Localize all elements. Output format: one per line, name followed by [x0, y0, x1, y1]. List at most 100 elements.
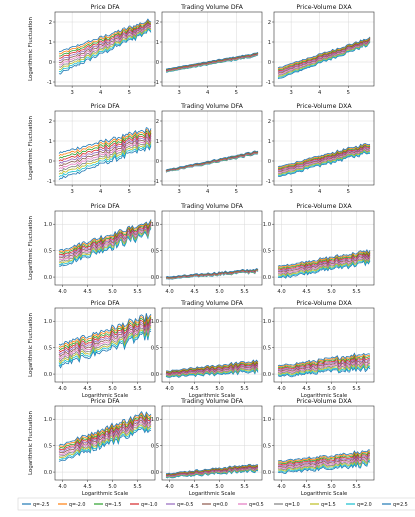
- panel-title: Price DFA: [90, 398, 120, 405]
- x-axis-label: Logarithmic Scale: [301, 393, 347, 399]
- series-line-q=1.5: [58, 225, 152, 264]
- series-line-q=-1.0: [277, 38, 371, 72]
- series-line-q=2.5: [58, 228, 152, 267]
- series-line-q=2.5: [58, 428, 152, 462]
- series-line-q=0.5: [277, 147, 371, 173]
- x-tick-label: 5.5: [240, 386, 248, 392]
- y-tick-label: 0.5: [263, 248, 271, 254]
- panel-title: Price-Volume DXA: [296, 300, 352, 307]
- x-tick-label: 5.0: [108, 484, 116, 490]
- series-line-q=2.5: [277, 41, 371, 80]
- y-tick-label: 0.5: [44, 345, 52, 351]
- x-tick-label: 5: [128, 189, 131, 195]
- panel-title: Price-Volume DXA: [296, 103, 352, 110]
- series-line-q=-2.0: [58, 219, 152, 253]
- y-tick-label: 2: [268, 20, 271, 26]
- y-tick-label: 0.0: [44, 372, 52, 378]
- series-line-q=1.0: [58, 324, 152, 362]
- series-line-q=-1.0: [277, 452, 371, 466]
- panel-r3-c1: 4.0 4.5 5.0 5.5 0.0 0.5 1.0 Price DFA Logarithmi…: [28, 203, 156, 295]
- x-axis-label: Logarithmic Scale: [82, 491, 128, 497]
- series-line-q=0.5: [58, 223, 152, 261]
- x-tick-label: 5.5: [133, 484, 141, 490]
- y-tick-label: 1: [49, 139, 52, 145]
- series-line-q=-2.0: [166, 360, 259, 373]
- series-line-q=2.5: [277, 151, 371, 177]
- y-tick-label: 0.5: [263, 345, 271, 351]
- x-axis-label: Logarithmic Scale: [82, 393, 128, 399]
- x-axis-label: Logarithmic Scale: [301, 491, 347, 497]
- y-tick-label: 0: [156, 159, 159, 165]
- series-line-q=1.5: [277, 458, 371, 472]
- axes-frame: [54, 210, 156, 286]
- series-line-q=2.0: [277, 41, 371, 79]
- y-tick-label: -1: [266, 179, 271, 185]
- legend: q=-2.5 q=-2.0 q=-1.5 q=-1.0 q=-0.5 q=0.0 q=0.5…: [17, 497, 415, 511]
- series-line-q=1.0: [277, 457, 371, 471]
- series-line-q=2.0: [58, 143, 152, 178]
- series-line-q=2.0: [277, 363, 371, 377]
- series-line-q=0.5: [165, 365, 259, 376]
- series-line-q=0.0: [59, 222, 152, 259]
- legend-label: q=1.0: [285, 502, 300, 508]
- series-line-q=0.0: [278, 254, 371, 273]
- series-line-q=-0.5: [277, 357, 371, 371]
- x-tick-label: 4.5: [190, 484, 198, 490]
- y-tick-label: 1.0: [151, 222, 159, 228]
- series-line-q=-1.5: [58, 130, 152, 159]
- x-tick-label: 5.5: [352, 386, 360, 392]
- x-tick-label: 3: [289, 90, 292, 96]
- legend-entry: q=-2.5: [22, 502, 49, 508]
- panel-r2-c2: 3 4 5 -1 0 1 2 Trading Volume DFA: [154, 103, 263, 195]
- series-line-q=0.0: [58, 135, 152, 167]
- panel-title: Price-Volume DXA: [296, 4, 352, 11]
- y-tick-label: 1.0: [44, 222, 52, 228]
- legend-entry: q=-1.5: [94, 502, 121, 508]
- x-tick-label: 5.0: [215, 386, 223, 392]
- series-line-q=2.0: [58, 226, 152, 266]
- panel-title: Price-Volume DXA: [296, 203, 352, 210]
- x-tick-label: 5.5: [352, 484, 360, 490]
- series-line-q=2.5: [58, 28, 152, 75]
- series-line-q=1.5: [165, 366, 259, 377]
- x-tick-label: 4.0: [58, 289, 66, 295]
- x-axis-label: Logarithmic Scale: [189, 491, 235, 497]
- series-group: [58, 219, 152, 267]
- y-tick-label: 0.0: [44, 275, 52, 281]
- panel-title: Trading Volume DFA: [180, 203, 243, 210]
- panel-title: Price DFA: [90, 103, 120, 110]
- series-line-q=-1.5: [278, 451, 371, 465]
- panel-r5-c3: 4.0 4.5 5.0 5.5 0.0 0.5 1.0 Price-Volume DXA Log…: [263, 398, 375, 497]
- panel-r3-c3: 4.0 4.5 5.0 5.5 0.0 0.5 1.0 Price-Volume DXA: [263, 203, 375, 295]
- panel-r2-c3: 3 4 5 -1 0 1 2 Price-Volume DXA: [266, 103, 375, 195]
- series-line-q=1.5: [58, 424, 152, 459]
- series-line-q=-1.0: [58, 318, 152, 353]
- axes-frame: [161, 307, 263, 383]
- series-line-q=-2.5: [58, 219, 152, 252]
- series-group: [165, 268, 259, 280]
- y-tick-label: 2: [49, 20, 52, 26]
- axes-frame: [273, 307, 375, 383]
- y-axis-label: Logarithmic Fluctuation: [28, 313, 34, 377]
- series-line-q=0.0: [277, 358, 371, 372]
- y-tick-label: -1: [154, 179, 159, 185]
- series-line-q=-1.5: [58, 316, 152, 351]
- series-line-q=1.5: [277, 149, 371, 175]
- series-line-q=-2.5: [58, 127, 152, 154]
- axes-frame: [273, 11, 375, 87]
- y-tick-label: 0.0: [263, 275, 271, 281]
- series-group: [277, 449, 371, 474]
- y-tick-label: -1: [154, 80, 159, 86]
- y-tick-label: 1: [49, 40, 52, 46]
- series-line-q=-0.5: [58, 133, 152, 164]
- legend-entry: q=1.0: [274, 502, 300, 508]
- series-line-q=2.0: [277, 459, 371, 473]
- legend-entry: q=0.0: [202, 502, 228, 508]
- panel-title: Price-Volume DXA: [296, 398, 352, 405]
- x-tick-label: 5: [128, 90, 131, 96]
- x-tick-label: 3: [70, 189, 73, 195]
- legend-label: q=1.5: [321, 502, 336, 508]
- series-line-q=1.5: [58, 141, 152, 175]
- legend-label: q=-2.5: [33, 502, 49, 508]
- panel-r2-c1: 3 4 5 -1 0 1 2 Price DFA Logarithmic Fluctuation: [28, 103, 156, 195]
